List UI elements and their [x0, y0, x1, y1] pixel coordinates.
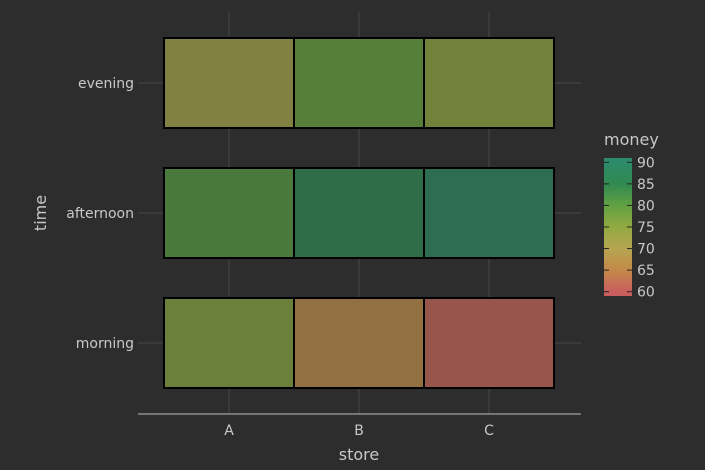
x-axis-title: store	[339, 445, 379, 464]
x-tick-label-C: C	[484, 423, 494, 439]
heatmap-cells	[163, 37, 555, 389]
heatmap-cell-A-evening	[163, 37, 295, 129]
y-tick-label-evening: evening	[78, 76, 134, 92]
color-legend: money 90 85 80 75 70 65 60	[604, 130, 659, 301]
x-tick-label-A: A	[224, 423, 234, 439]
heatmap-cell-B-afternoon	[293, 167, 425, 259]
legend-label-85: 85	[637, 177, 655, 193]
legend-label-60: 60	[637, 285, 655, 301]
legend-label-65: 65	[637, 263, 655, 279]
legend-label-90: 90	[637, 155, 655, 171]
y-axis-title: time	[31, 195, 50, 231]
legend-label-70: 70	[637, 242, 655, 258]
heatmap-cell-A-afternoon	[163, 167, 295, 259]
legend-title: money	[604, 130, 659, 149]
x-tick-label-B: B	[354, 423, 364, 439]
heatmap-cell-C-morning	[423, 297, 555, 389]
legend-label-75: 75	[637, 220, 655, 236]
y-tick-label-morning: morning	[76, 336, 134, 352]
heatmap-cell-B-morning	[293, 297, 425, 389]
heatmap-cell-C-evening	[423, 37, 555, 129]
y-tick-label-afternoon: afternoon	[66, 206, 134, 222]
heatmap-cell-C-afternoon	[423, 167, 555, 259]
heatmap-cell-B-evening	[293, 37, 425, 129]
legend-label-80: 80	[637, 198, 655, 214]
heatmap-cell-A-morning	[163, 297, 295, 389]
